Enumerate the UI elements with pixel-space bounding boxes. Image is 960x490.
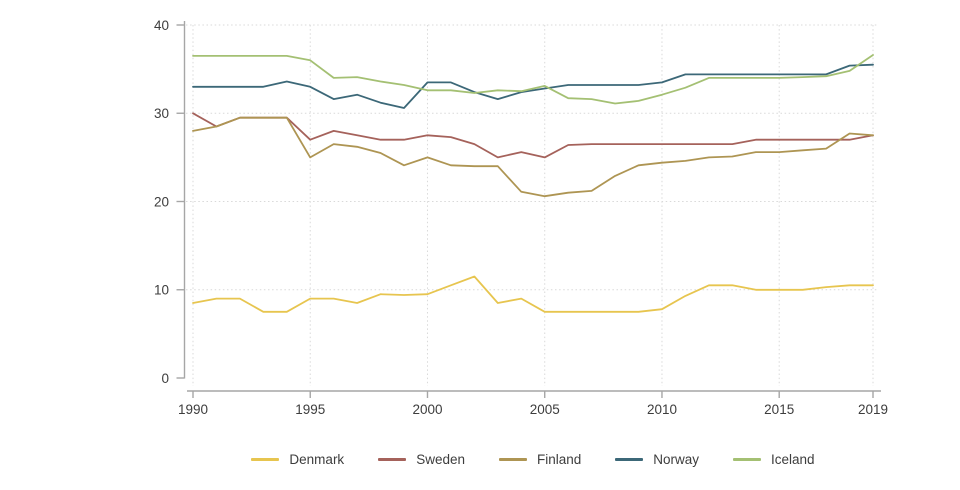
legend-swatch-denmark-icon <box>251 458 280 462</box>
y-tick-label-20: 20 <box>154 194 169 209</box>
legend-item-finland: Finland <box>498 452 582 467</box>
y-tick-label-0: 0 <box>161 371 169 386</box>
series-line-iceland <box>192 54 874 105</box>
x-tick-label-2010: 2010 <box>647 402 677 417</box>
series-line-finland <box>192 116 874 198</box>
x-tick-label-2000: 2000 <box>412 402 442 417</box>
y-tick-label-30: 30 <box>154 106 169 121</box>
x-tick-label-1995: 1995 <box>295 402 325 417</box>
series-line-denmark <box>192 275 874 313</box>
x-tick-label-2019: 2019 <box>858 402 888 417</box>
series-line-norway <box>192 63 874 109</box>
x-tick-label-2015: 2015 <box>764 402 794 417</box>
legend-item-iceland: Iceland <box>733 453 815 467</box>
legend-swatch-finland-icon <box>498 458 527 462</box>
x-tick-label-2005: 2005 <box>530 402 560 417</box>
legend-label-finland: Finland <box>536 452 582 467</box>
y-tick-label-10: 10 <box>154 283 169 298</box>
legend-swatch-iceland-icon <box>733 458 762 462</box>
legend-item-sweden: Sweden <box>378 453 465 467</box>
y-tick-label-40: 40 <box>154 18 169 33</box>
legend-swatch-norway-icon <box>615 458 644 462</box>
legend-label-iceland: Iceland <box>771 452 815 467</box>
legend-label-norway: Norway <box>653 452 700 467</box>
legend-label-sweden: Sweden <box>416 452 465 467</box>
chart-legend: Denmark Sweden Finland Norway Iceland <box>180 453 886 467</box>
legend-label-denmark: Denmark <box>289 452 345 467</box>
legend-item-norway: Norway <box>615 453 699 467</box>
x-tick-label-1990: 1990 <box>178 402 208 417</box>
legend-item-denmark: Denmark <box>251 453 344 467</box>
series-line-sweden <box>192 112 874 159</box>
legend-swatch-sweden-icon <box>378 458 407 462</box>
